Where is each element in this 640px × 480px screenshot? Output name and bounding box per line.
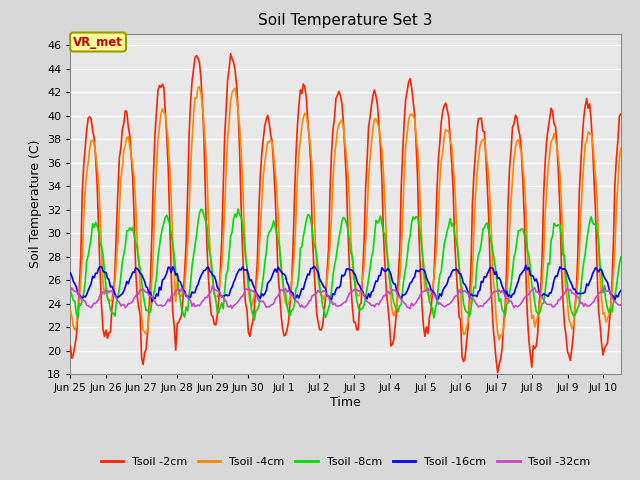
Tsoil -16cm bbox=[617, 288, 625, 294]
Tsoil -8cm bbox=[67, 288, 74, 293]
Tsoil -2cm bbox=[136, 311, 144, 317]
Tsoil -8cm bbox=[250, 317, 258, 323]
Tsoil -4cm bbox=[617, 145, 625, 151]
Tsoil -16cm bbox=[348, 267, 356, 273]
Tsoil -32cm bbox=[348, 289, 356, 295]
Line: Tsoil -32cm: Tsoil -32cm bbox=[70, 286, 621, 309]
Line: Tsoil -8cm: Tsoil -8cm bbox=[70, 209, 621, 320]
Tsoil -4cm bbox=[157, 111, 164, 117]
Tsoil -2cm bbox=[157, 84, 164, 90]
Tsoil -2cm bbox=[472, 151, 479, 157]
Tsoil -2cm bbox=[253, 258, 261, 264]
Tsoil -4cm bbox=[196, 84, 204, 90]
Tsoil -8cm bbox=[234, 206, 242, 212]
Tsoil -32cm bbox=[617, 302, 625, 308]
Tsoil -32cm bbox=[136, 287, 144, 293]
Tsoil -16cm bbox=[253, 291, 261, 297]
Tsoil -2cm bbox=[348, 303, 356, 309]
Tsoil -8cm bbox=[350, 268, 358, 274]
Tsoil -4cm bbox=[472, 194, 479, 200]
Line: Tsoil -2cm: Tsoil -2cm bbox=[70, 54, 621, 372]
Tsoil -8cm bbox=[255, 303, 262, 309]
Tsoil -16cm bbox=[67, 270, 74, 276]
Tsoil -32cm bbox=[473, 301, 481, 307]
Tsoil -4cm bbox=[495, 337, 503, 343]
Tsoil -4cm bbox=[348, 257, 356, 263]
Tsoil -32cm bbox=[67, 288, 74, 293]
Tsoil -8cm bbox=[473, 262, 481, 268]
Tsoil -8cm bbox=[617, 254, 625, 260]
Tsoil -16cm bbox=[136, 270, 144, 276]
Tsoil -32cm bbox=[253, 294, 261, 300]
Tsoil -8cm bbox=[608, 309, 616, 315]
Tsoil -16cm bbox=[522, 263, 530, 268]
Tsoil -16cm bbox=[148, 299, 156, 304]
Tsoil -32cm bbox=[406, 306, 414, 312]
Y-axis label: Soil Temperature (C): Soil Temperature (C) bbox=[29, 140, 42, 268]
Tsoil -16cm bbox=[159, 277, 166, 283]
Tsoil -32cm bbox=[209, 283, 217, 288]
Tsoil -4cm bbox=[67, 308, 74, 313]
Tsoil -8cm bbox=[157, 233, 164, 239]
Text: VR_met: VR_met bbox=[73, 36, 123, 48]
Tsoil -2cm bbox=[617, 111, 625, 117]
Line: Tsoil -4cm: Tsoil -4cm bbox=[70, 87, 621, 340]
Tsoil -2cm bbox=[608, 282, 616, 288]
Tsoil -32cm bbox=[157, 302, 164, 308]
Title: Soil Temperature Set 3: Soil Temperature Set 3 bbox=[259, 13, 433, 28]
Tsoil -16cm bbox=[608, 292, 616, 298]
Tsoil -16cm bbox=[472, 292, 479, 298]
X-axis label: Time: Time bbox=[330, 396, 361, 409]
Tsoil -4cm bbox=[253, 276, 261, 281]
Line: Tsoil -16cm: Tsoil -16cm bbox=[70, 265, 621, 301]
Tsoil -4cm bbox=[608, 293, 616, 299]
Tsoil -4cm bbox=[136, 282, 144, 288]
Tsoil -8cm bbox=[136, 266, 144, 272]
Tsoil -2cm bbox=[494, 370, 502, 375]
Tsoil -32cm bbox=[608, 294, 616, 300]
Legend: Tsoil -2cm, Tsoil -4cm, Tsoil -8cm, Tsoil -16cm, Tsoil -32cm: Tsoil -2cm, Tsoil -4cm, Tsoil -8cm, Tsoi… bbox=[96, 452, 595, 471]
Tsoil -2cm bbox=[67, 344, 74, 349]
Tsoil -2cm bbox=[227, 51, 234, 57]
